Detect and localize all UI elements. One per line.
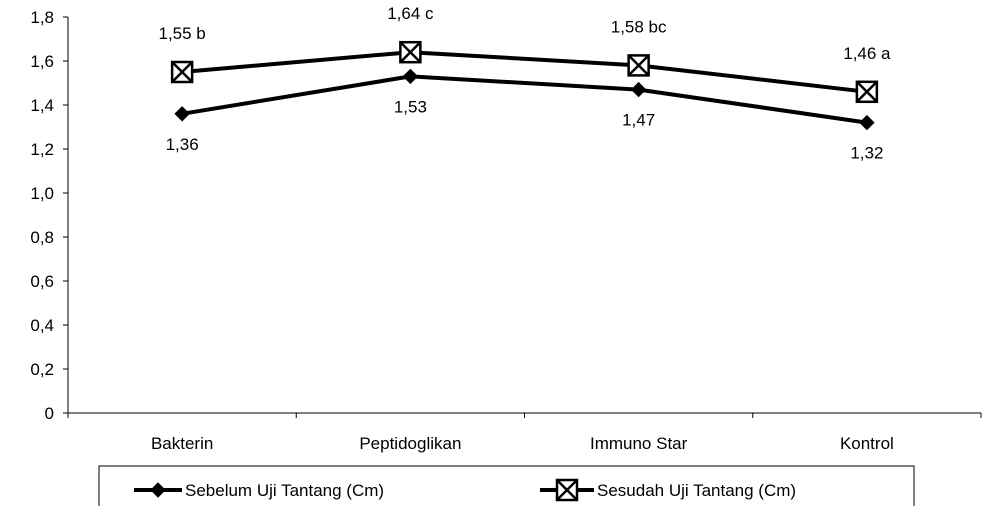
series-line-2 xyxy=(181,50,868,94)
data-label-1: 1,53 xyxy=(394,97,427,116)
x-tick-label: Bakterin xyxy=(151,434,213,453)
data-point-1 xyxy=(174,106,190,122)
y-tick-label: 1,4 xyxy=(30,96,54,115)
x-tick-label: Peptidoglikan xyxy=(359,434,461,453)
data-label-1: 1,47 xyxy=(622,111,655,130)
data-point-1 xyxy=(859,114,875,131)
chart-data-labels: 1,36 1,53 1,47 1,32 1,55 b 1,64 c 1,58 bc 1,46 … xyxy=(158,4,891,162)
y-tick-label: 1,6 xyxy=(30,52,54,71)
y-tick-label: 1,8 xyxy=(30,8,54,27)
data-label-2: 1,58 bc xyxy=(611,17,667,36)
chart-series xyxy=(170,40,879,131)
data-point-1 xyxy=(402,68,419,85)
chart-legend: Sebelum Uji Tantang (Cm) Sesudah Uji Tant… xyxy=(98,465,915,506)
legend-marker-1 xyxy=(150,482,166,498)
legend-label-1: Sebelum Uji Tantang (Cm) xyxy=(185,481,384,500)
data-point-2 xyxy=(627,54,650,77)
y-tick-label: 0,4 xyxy=(30,316,54,335)
y-tick-label: 0,2 xyxy=(30,360,54,379)
x-tick-label: Kontrol xyxy=(840,434,894,453)
data-label-2: 1,64 c xyxy=(387,4,434,23)
y-tick-label: 1,0 xyxy=(30,184,54,203)
data-point-2 xyxy=(399,40,422,64)
x-tick-label: Immuno Star xyxy=(590,434,688,453)
y-tick-label: 0,8 xyxy=(30,228,54,247)
y-tick-label: 0,6 xyxy=(30,272,54,291)
legend-marker-2 xyxy=(555,478,579,502)
legend-box xyxy=(98,465,915,506)
chart-axes: 0 0,2 0,4 0,6 0,8 1,0 1,2 1,4 1,6 1,8 Bakterin Pept… xyxy=(30,8,982,453)
y-tick-label: 1,2 xyxy=(30,140,54,159)
data-point-2 xyxy=(170,60,194,84)
data-label-1: 1,32 xyxy=(850,144,883,163)
data-point-1 xyxy=(630,81,647,98)
data-label-1: 1,36 xyxy=(166,135,199,154)
series-line-1 xyxy=(181,74,868,125)
legend-label-2: Sesudah Uji Tantang (Cm) xyxy=(597,481,796,500)
y-tick-label: 0 xyxy=(45,404,54,423)
data-point-2 xyxy=(855,80,879,104)
data-label-2: 1,55 b xyxy=(158,24,205,43)
data-label-2: 1,46 a xyxy=(843,44,891,63)
